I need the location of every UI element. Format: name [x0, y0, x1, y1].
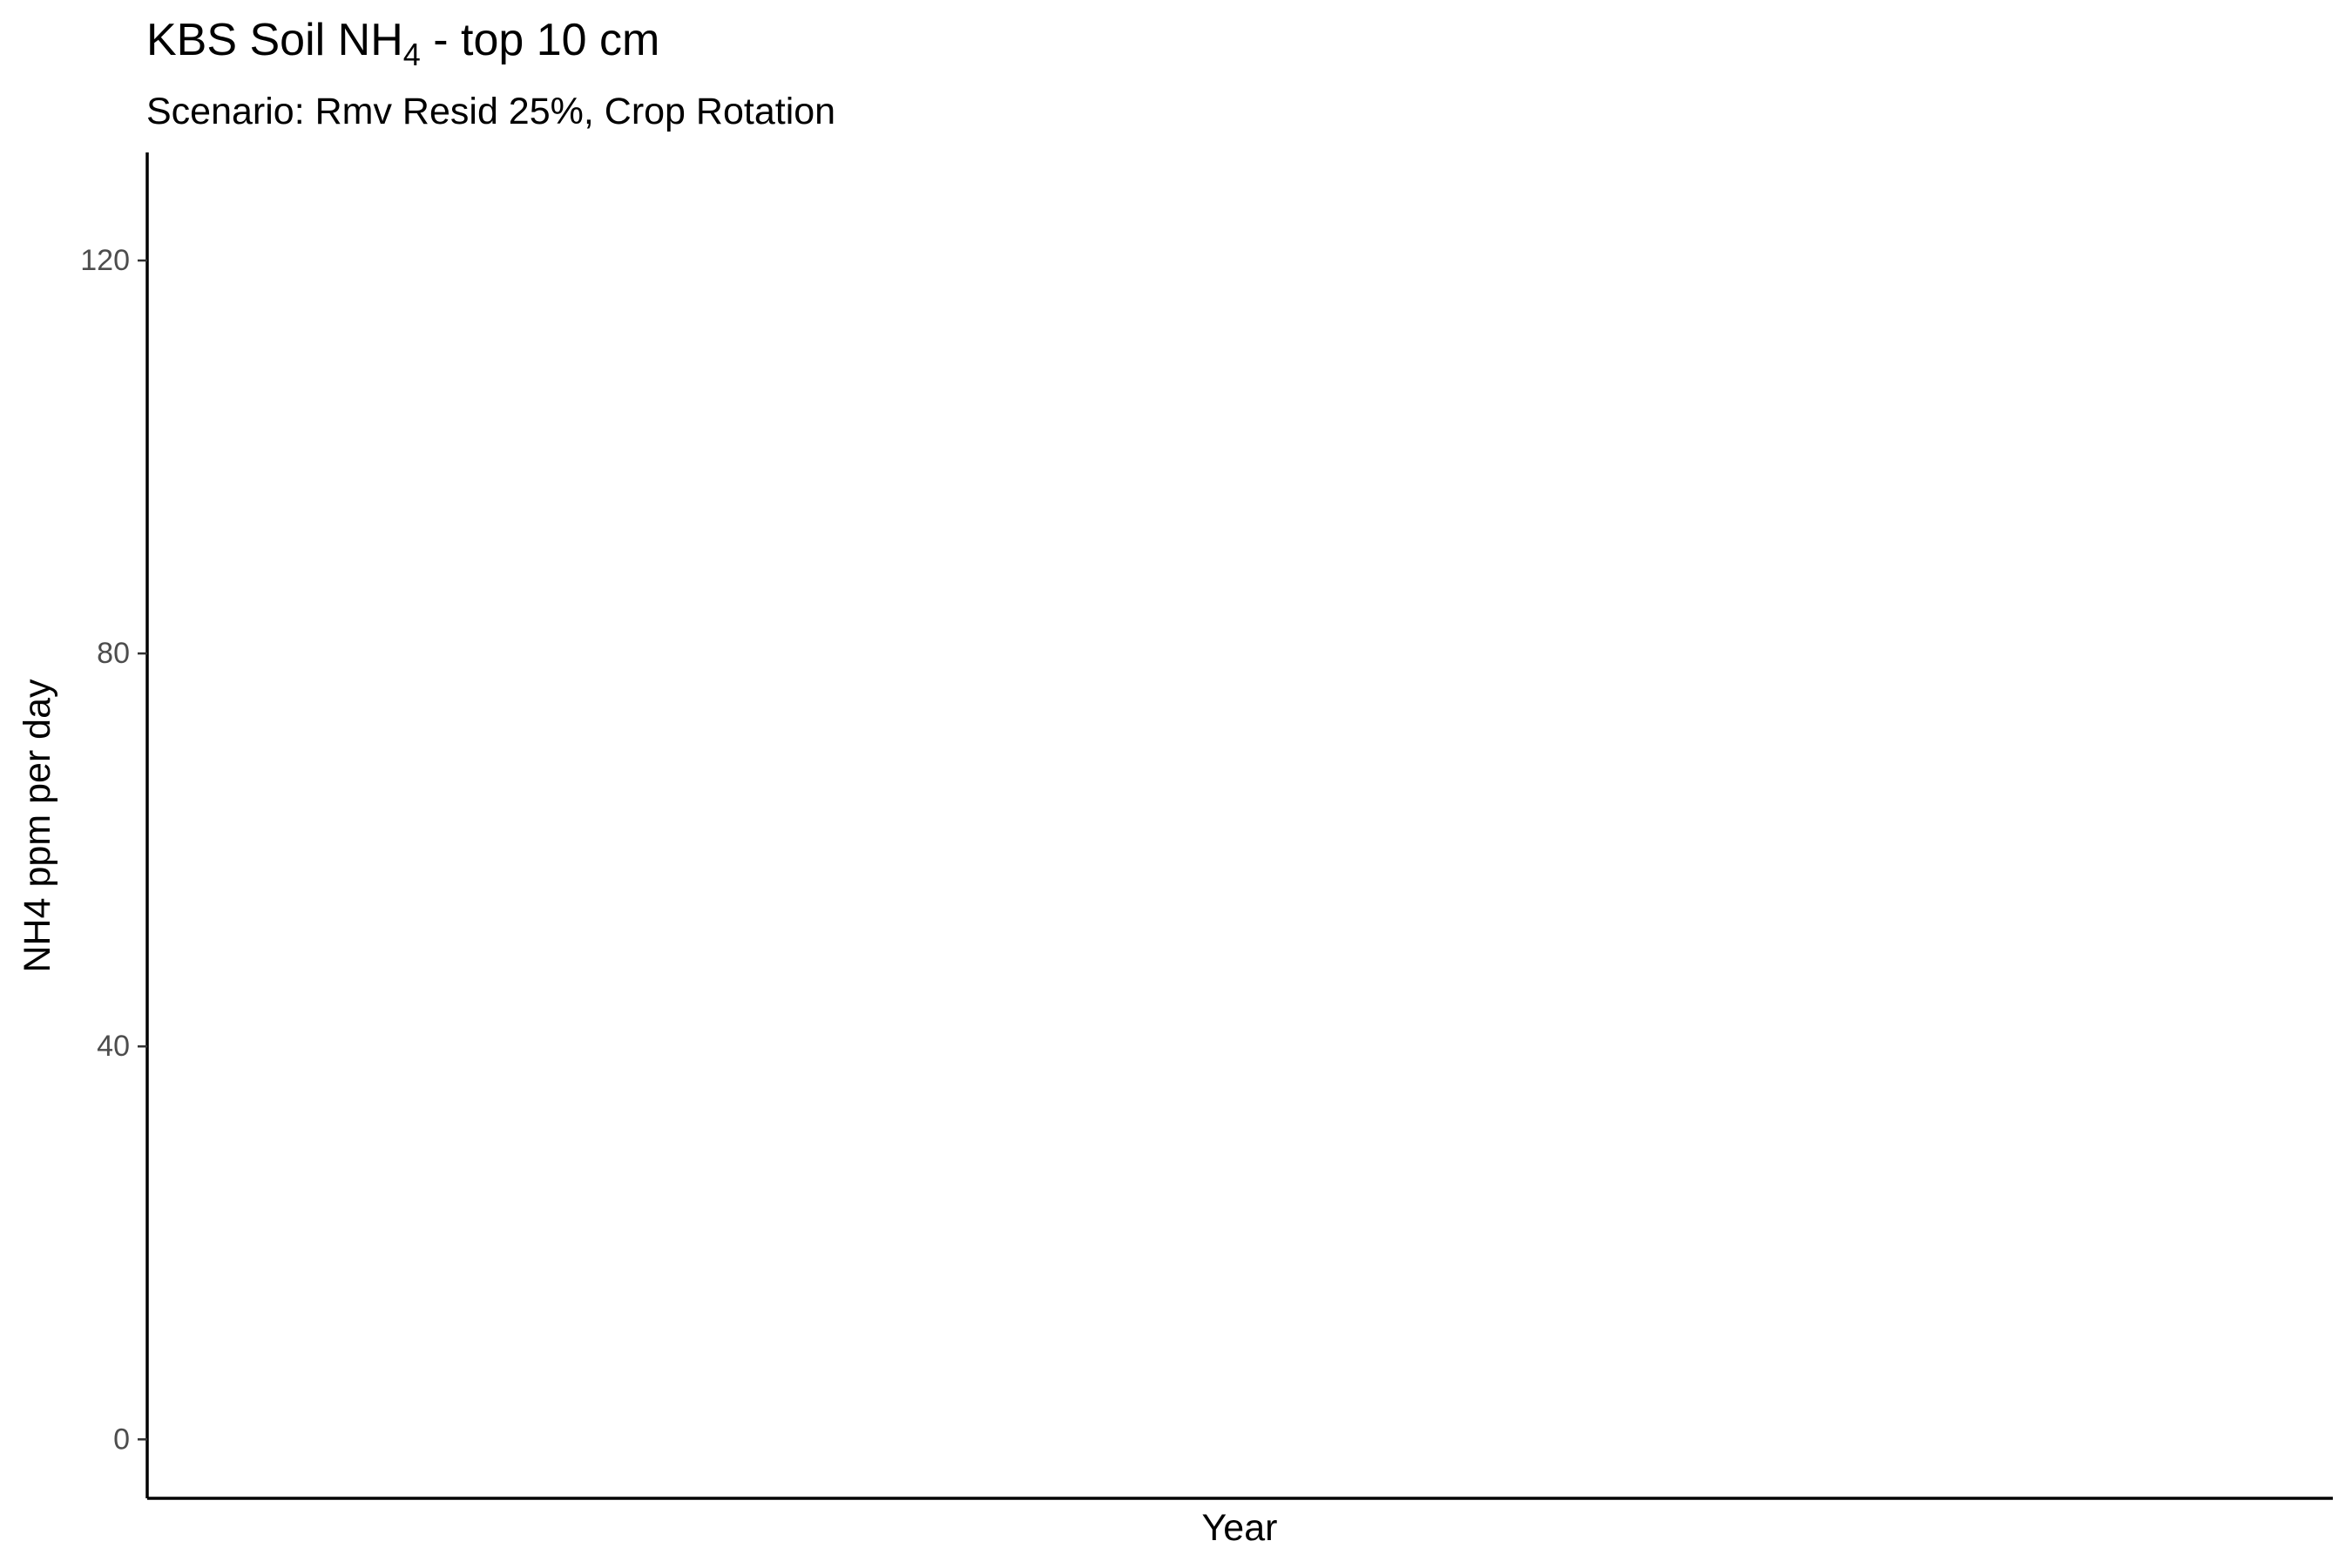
y-tick-label: 80: [97, 637, 130, 670]
chart-title-rest: - top 10 cm: [421, 15, 660, 65]
chart-subtitle: Scenario: Rmv Resid 25%, Crop Rotation: [146, 91, 835, 132]
y-tick-label: 40: [97, 1030, 130, 1063]
y-axis: 0 40 80 120: [80, 152, 149, 1498]
x-axis-title: Year: [1202, 1507, 1278, 1549]
y-axis-title: NH4 ppm per day: [17, 679, 58, 972]
chart-title: KBS Soil NH4 - top 10 cm: [146, 15, 659, 72]
y-tick-label: 120: [80, 244, 130, 277]
y-tick-label: 0: [113, 1423, 130, 1456]
chart-title-subscript: 4: [403, 37, 421, 72]
chart-title-main: KBS Soil NH: [146, 15, 403, 65]
